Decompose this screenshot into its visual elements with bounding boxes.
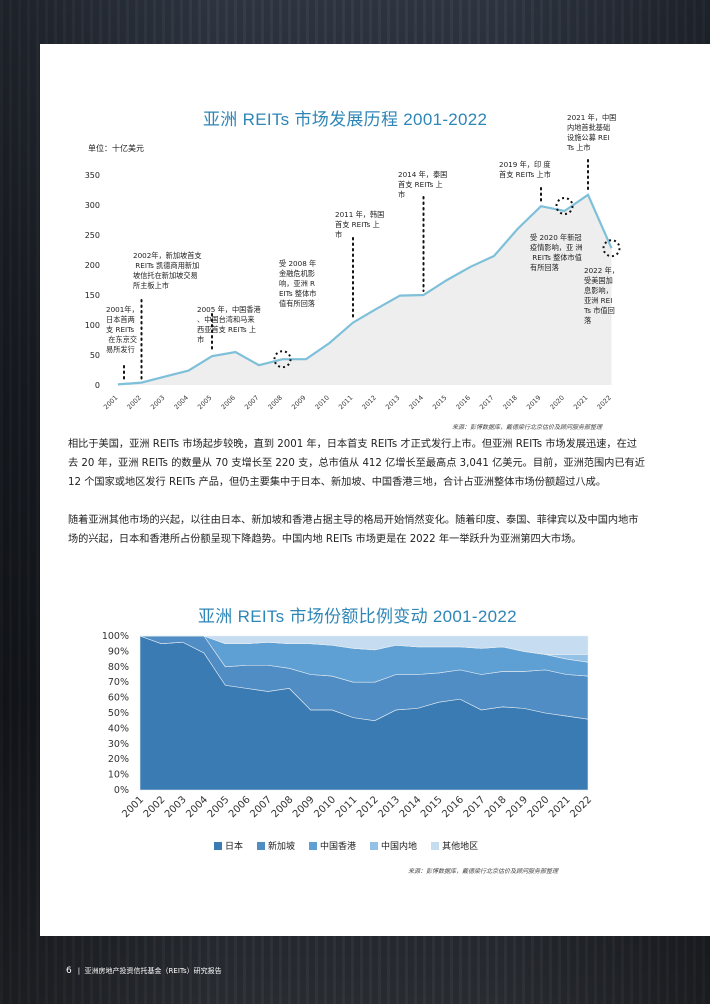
footer-title: 亚洲房地产投资信托基金（REITs）研究报告 [84, 967, 222, 975]
x-tick-label: 2015 [419, 794, 445, 820]
x-tick-label: 2006 [227, 794, 253, 820]
legend-label: 中国内地 [381, 842, 418, 852]
y-tick-label: 100 [85, 321, 100, 330]
legend-item-japan: 日本 [214, 839, 243, 852]
series-area-5 [140, 635, 589, 655]
x-tick-label: 2004 [184, 794, 210, 820]
annotation: 2002年，新加坡首支 REITs 凯德商用新加坡信托在新加坡交易所主板上市 [133, 251, 202, 380]
y-tick-label: 20% [108, 754, 129, 765]
annotation-text: 2005 年，中国香港、中国台湾和马来西亚首支 REITs 上市 [197, 305, 262, 344]
annotation-text: 2011 年，韩国首支 REITs 上市 [335, 210, 384, 239]
y-tick-label: 200 [85, 261, 100, 270]
annotation: 受 2020 年新冠疫情影响，亚 洲 REITs 整体市值有所回落 [530, 233, 583, 272]
x-tick-label: 2021 [547, 794, 573, 820]
body-paragraph: 相比于美国，亚洲 REITs 市场起步较晚，直到 2001 年，日本首支 REI… [68, 439, 645, 488]
x-tick-label: 2011 [334, 794, 360, 820]
page-footer: 6 | 亚洲房地产投资信托基金（REITs）研究报告 [66, 966, 222, 976]
annotation: 2001年，日本首两支 REITs 在东京交易所发行 [106, 305, 139, 382]
legend-item-singapore: 新加坡 [257, 839, 295, 852]
legend-label: 日本 [225, 842, 244, 852]
legend-label: 中国香港 [320, 842, 357, 852]
y-tick-label: 70% [108, 677, 129, 688]
x-tick-label: 2012 [355, 794, 381, 820]
annotation-text: 2022 年，受美国加息影响，亚洲 REI Ts 市值回落 [583, 266, 619, 325]
chart2-title: 亚洲 REITs 市场份额比例变动 2001-2022 [198, 607, 517, 626]
y-tick-label: 10% [108, 770, 129, 781]
y-tick-label: 300 [85, 201, 100, 210]
annotation: 2014 年，泰国首支 REITs 上市 [398, 170, 447, 292]
y-tick-label: 50% [108, 708, 129, 719]
chart1-source: 来源：彭博数据库，戴德梁行北京估价及顾问服务部整理 [452, 424, 603, 431]
annotation-text: 2002年，新加坡首支 REITs 凯德商用新加坡信托在新加坡交易所主板上市 [133, 251, 202, 290]
x-tick-label: 2020 [526, 794, 552, 820]
page-number: 6 [66, 966, 72, 976]
legend-item-mainland: 中国内地 [370, 839, 417, 852]
x-tick-label: 2010 [312, 794, 338, 820]
area-fill [118, 194, 612, 385]
annotation: 2011 年，韩国首支 REITs 上市 [335, 210, 384, 320]
legend-label: 其他地区 [442, 842, 479, 852]
legend-label: 新加坡 [268, 842, 296, 852]
annotation-text: 受 2020 年新冠疫情影响，亚 洲 REITs 整体市值有所回落 [530, 233, 583, 272]
chart2-source: 来源：彭博数据库，戴德梁行北京估价及顾问服务部整理 [408, 868, 559, 875]
y-tick-label: 30% [108, 739, 129, 750]
x-tick-label: 2019 [504, 794, 530, 820]
chart1-unit: 单位：十亿美元 [88, 144, 144, 153]
y-tick-label: 0 [95, 381, 100, 390]
x-tick-label: 2018 [483, 794, 509, 820]
x-tick-label: 2009 [291, 794, 317, 820]
x-tick-label: 2014 [398, 794, 424, 820]
x-tick-label: 2022 [568, 794, 594, 820]
y-tick-label: 350 [85, 171, 100, 180]
annotation: 2005 年，中国香港、中国台湾和马来西亚首支 REITs 上市 [197, 305, 262, 354]
x-tick-label: 2001 [120, 794, 146, 820]
annotation: 2022 年，受美国加息影响，亚洲 REI Ts 市值回落 [583, 266, 619, 325]
y-tick-label: 40% [108, 723, 129, 734]
legend-item-other: 其他地区 [431, 839, 478, 852]
chart2-legend: 日本 新加坡 中国香港 中国内地 其他地区 [214, 839, 478, 852]
x-tick-label: 2016 [440, 794, 466, 820]
x-tick-label: 2007 [248, 794, 274, 820]
annotation: 受 2008 年金融危机影响，亚洲 R EITs 整体市值有所回落 [279, 259, 316, 308]
highlight-circle [555, 197, 574, 215]
x-tick-label: 2013 [376, 794, 402, 820]
legend-item-hongkong: 中国香港 [309, 839, 356, 852]
annotation-text: 受 2008 年金融危机影响，亚洲 R EITs 整体市值有所回落 [279, 259, 316, 308]
x-tick-label: 2002 [142, 794, 168, 820]
body-text: 相比于美国，亚洲 REITs 市场起步较晚，直到 2001 年，日本首支 REI… [68, 435, 646, 568]
body-paragraph: 随着亚洲其他市场的兴起，以往由日本、新加坡和香港占据主导的格局开始悄然变化。随着… [68, 515, 639, 545]
y-tick-label: 150 [85, 291, 100, 300]
y-tick-label: 90% [108, 646, 129, 657]
y-tick-label: 100% [102, 631, 129, 642]
y-tick-label: 50 [90, 351, 100, 360]
annotation: 2019 年，印 度首支 REITs 上市 [499, 160, 551, 204]
annotation-text: 2019 年，印 度首支 REITs 上市 [499, 160, 551, 179]
annotation-text: 2014 年，泰国首支 REITs 上市 [398, 170, 447, 199]
x-tick-label: 2017 [462, 794, 488, 820]
x-tick-label: 2003 [163, 794, 189, 820]
y-tick-label: 0% [114, 785, 129, 796]
y-tick-label: 60% [108, 693, 129, 704]
highlight-circle [273, 350, 292, 369]
chart2-svg: 0%10%20%30%40%50%60%70%80%90%100%2001200… [102, 631, 594, 820]
y-tick-label: 250 [85, 231, 100, 240]
x-tick-label: 2005 [206, 794, 232, 820]
annotation-text: 2021 年，中国内地首批基础设施公募 REI Ts 上市 [566, 113, 616, 152]
y-tick-label: 80% [108, 662, 129, 673]
x-tick-label: 2008 [270, 794, 296, 820]
annotation: 2021 年，中国内地首批基础设施公募 REI Ts 上市 [566, 113, 616, 192]
chart1-title: 亚洲 REITs 市场发展历程 2001-2022 [203, 110, 488, 129]
annotation-text: 2001年，日本首两支 REITs 在东京交易所发行 [106, 305, 139, 354]
series-line [117, 193, 613, 386]
